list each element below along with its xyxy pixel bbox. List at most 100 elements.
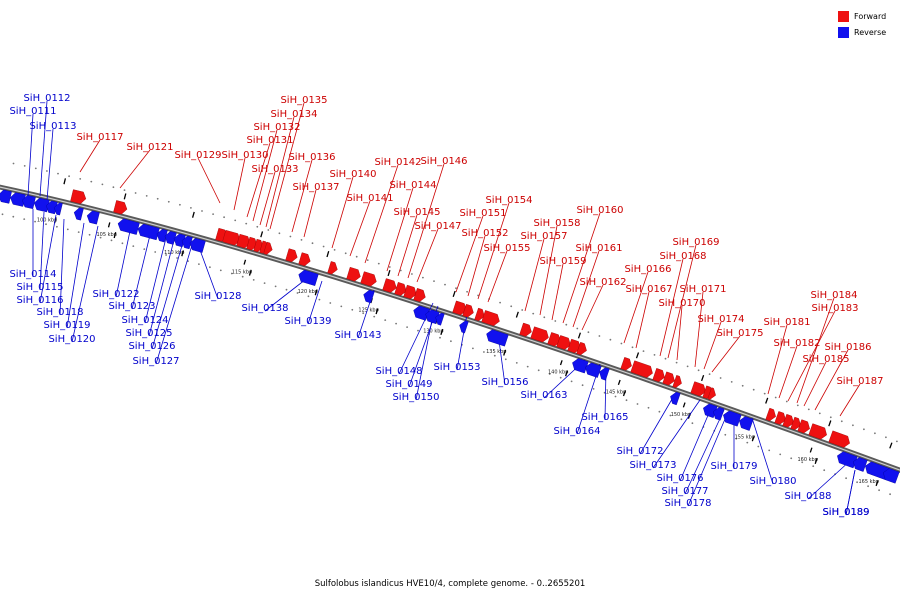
scale-dot bbox=[329, 302, 332, 304]
scale-dot bbox=[252, 279, 255, 281]
leader-line bbox=[415, 309, 435, 401]
forward-gene-label: SiH_0142 bbox=[374, 157, 421, 168]
scale-dots bbox=[1, 162, 898, 496]
leader-line bbox=[659, 258, 684, 357]
forward-gene-label: SiH_0146 bbox=[420, 156, 467, 167]
tick-label: 160 kbp bbox=[798, 457, 818, 463]
reverse-gene-label: SiH_0150 bbox=[392, 392, 439, 403]
leader-line bbox=[839, 383, 861, 417]
scale-dot bbox=[554, 320, 557, 322]
leader-line bbox=[151, 241, 184, 350]
scale-dot bbox=[801, 461, 804, 464]
scale-dot bbox=[609, 338, 612, 341]
leader-line bbox=[751, 417, 774, 485]
scale-dot bbox=[68, 175, 70, 178]
reverse-gene-label: SiH_0115 bbox=[16, 282, 63, 293]
tick-label: 100 kbp bbox=[37, 217, 57, 223]
forward-swatch bbox=[838, 10, 849, 22]
leader-line bbox=[252, 129, 278, 222]
leader-line bbox=[144, 237, 167, 324]
forward-gene-label: SiH_0161 bbox=[575, 243, 622, 254]
minor-tick bbox=[63, 178, 67, 185]
scale-dot bbox=[845, 477, 847, 480]
scale-dot bbox=[510, 305, 513, 308]
leader-line bbox=[767, 324, 788, 395]
scale-dot bbox=[411, 273, 413, 275]
forward-gene bbox=[346, 266, 361, 282]
minor-tick bbox=[751, 435, 755, 442]
leader-line bbox=[397, 214, 418, 277]
reverse-gene-label: SiH_0120 bbox=[48, 334, 95, 345]
reverse-gene-label: SiH_0123 bbox=[108, 301, 155, 312]
scale-dot bbox=[388, 266, 391, 268]
scale-dot bbox=[46, 170, 48, 172]
forward-gene bbox=[394, 282, 407, 296]
forward-gene-label: SiH_0171 bbox=[679, 284, 726, 295]
scale-dot bbox=[99, 236, 102, 239]
scale-dot bbox=[614, 395, 617, 398]
reverse-gene bbox=[86, 210, 100, 225]
scale-dot bbox=[132, 245, 135, 248]
scale-dot bbox=[852, 424, 854, 427]
minor-tick bbox=[326, 251, 330, 258]
minor-tick bbox=[181, 250, 185, 257]
scale-dot bbox=[143, 248, 146, 251]
scale-dot bbox=[598, 335, 601, 337]
minor-tick bbox=[113, 232, 117, 239]
minor-tick bbox=[622, 390, 627, 397]
scale-dot bbox=[422, 276, 424, 279]
forward-gene bbox=[652, 368, 665, 382]
scale-dot bbox=[12, 162, 15, 165]
scale-dot bbox=[384, 319, 387, 321]
reverse-gene-label: SiH_0164 bbox=[553, 426, 600, 437]
scale-dot bbox=[351, 308, 354, 311]
forward-gene-label: SiH_0131 bbox=[246, 135, 293, 146]
legend-forward: Forward bbox=[838, 8, 898, 24]
minor-tick bbox=[314, 289, 318, 296]
scale-dot bbox=[581, 384, 584, 387]
scale-dot bbox=[285, 288, 288, 291]
legend-forward-label: Forward bbox=[854, 11, 887, 21]
scale-dot bbox=[88, 233, 91, 236]
reverse-gene bbox=[670, 391, 681, 406]
forward-gene bbox=[360, 271, 377, 287]
tick-label: 105 kbp bbox=[97, 232, 117, 238]
forward-gene-label: SiH_0155 bbox=[483, 243, 530, 254]
leader-line bbox=[524, 238, 545, 312]
tick-label: 125 kbp bbox=[358, 308, 378, 314]
scale-dot bbox=[45, 223, 47, 226]
reverse-gene-label: SiH_0116 bbox=[16, 295, 63, 306]
forward-gene bbox=[327, 261, 338, 275]
reverse-gene-label: SiH_0119 bbox=[43, 320, 90, 331]
scale-dot bbox=[565, 323, 568, 326]
leader-line bbox=[307, 280, 323, 325]
forward-gene bbox=[576, 341, 587, 356]
forward-gene bbox=[690, 381, 706, 397]
leader-line bbox=[386, 187, 414, 272]
scale-dot bbox=[373, 315, 376, 318]
forward-gene bbox=[620, 357, 632, 371]
minor-tick bbox=[260, 231, 264, 238]
forward-gene-label: SiH_0167 bbox=[625, 284, 672, 295]
forward-gene bbox=[462, 303, 474, 318]
scale-dot bbox=[807, 408, 810, 411]
forward-gene-label: SiH_0181 bbox=[763, 317, 810, 328]
tick-label: 165 kbp bbox=[859, 479, 879, 485]
forward-gene bbox=[298, 252, 311, 267]
scale-dot bbox=[212, 213, 215, 216]
reverse-gene-label: SiH_0165 bbox=[581, 412, 628, 423]
tick-mark bbox=[809, 447, 813, 453]
scale-dot bbox=[395, 322, 397, 325]
reverse-gene bbox=[435, 312, 445, 326]
scale-dot bbox=[289, 235, 292, 238]
scale-dot bbox=[708, 373, 711, 375]
scale-dot bbox=[570, 380, 573, 383]
scale-dot bbox=[366, 259, 369, 261]
scale-dot bbox=[658, 410, 661, 413]
leader-line bbox=[39, 100, 48, 197]
scale-dot bbox=[145, 195, 148, 197]
scale-dot bbox=[234, 219, 237, 222]
scale-dot bbox=[757, 445, 760, 448]
minor-tick bbox=[248, 269, 252, 276]
tick-label: 120 kbp bbox=[298, 289, 318, 295]
